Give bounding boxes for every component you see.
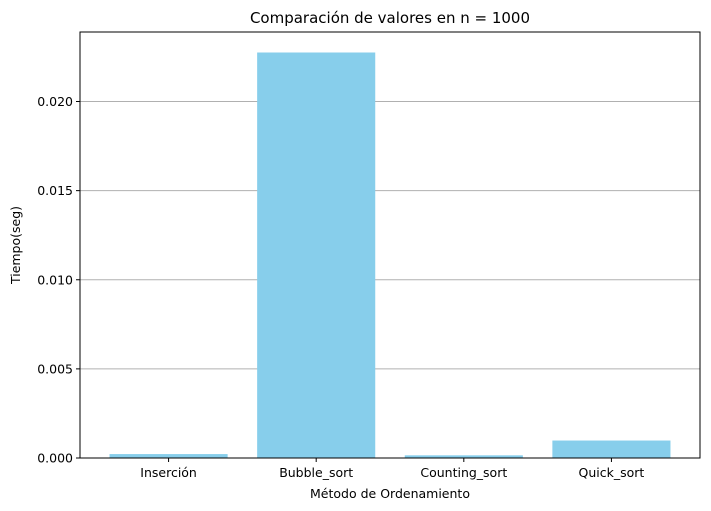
bar <box>552 440 671 458</box>
bars <box>109 52 671 458</box>
bar <box>109 454 228 458</box>
bar <box>404 455 523 458</box>
y-tick-label: 0.020 <box>37 94 73 109</box>
x-axis: Inserción Bubble_sort Counting_sort Quick_s… <box>140 458 644 480</box>
x-tick-label: Counting_sort <box>420 465 507 480</box>
y-tick-label: 0.000 <box>37 451 73 466</box>
grid-lines <box>80 101 700 370</box>
x-axis-label: Método de Ordenamiento <box>310 486 470 501</box>
x-tick-label: Bubble_sort <box>279 465 353 480</box>
x-tick-label: Inserción <box>140 465 197 480</box>
y-axis-label: Tiempo(seg) <box>8 206 23 285</box>
chart-title: Comparación de valores en n = 1000 <box>250 9 530 27</box>
y-axis: 0.000 0.005 0.010 0.015 0.020 <box>37 94 80 466</box>
y-tick-label: 0.010 <box>37 272 73 287</box>
x-tick-label: Quick_sort <box>579 465 645 480</box>
plot-frame <box>79 31 701 459</box>
y-tick-label: 0.005 <box>37 361 73 376</box>
y-tick-label: 0.015 <box>37 183 73 198</box>
bar <box>257 52 376 458</box>
